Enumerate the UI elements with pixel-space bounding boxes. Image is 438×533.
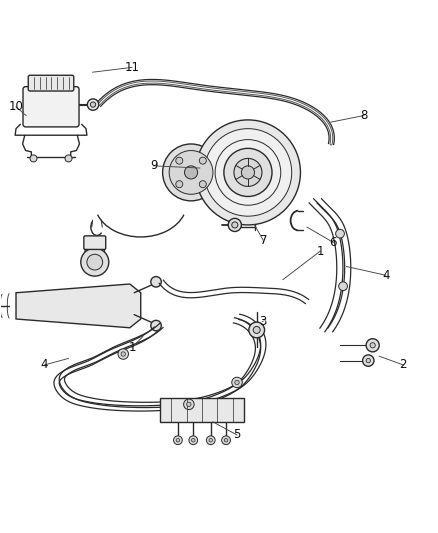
Circle shape <box>369 343 374 348</box>
FancyBboxPatch shape <box>28 75 74 91</box>
FancyBboxPatch shape <box>84 236 106 249</box>
Bar <box>160 398 243 422</box>
Circle shape <box>231 377 242 387</box>
Circle shape <box>199 181 206 188</box>
Circle shape <box>162 144 219 201</box>
Text: 11: 11 <box>124 61 139 74</box>
Circle shape <box>221 436 230 445</box>
Circle shape <box>191 439 194 442</box>
Circle shape <box>176 439 179 442</box>
FancyBboxPatch shape <box>23 87 79 127</box>
Text: 9: 9 <box>150 159 157 172</box>
Circle shape <box>231 222 237 228</box>
Circle shape <box>253 326 260 334</box>
Text: 3: 3 <box>259 314 266 328</box>
Text: 6: 6 <box>329 236 336 249</box>
Circle shape <box>228 219 241 231</box>
Circle shape <box>199 157 206 164</box>
Circle shape <box>150 320 161 331</box>
Circle shape <box>362 355 373 366</box>
Text: 1: 1 <box>316 245 323 257</box>
Circle shape <box>169 150 212 195</box>
Circle shape <box>248 322 264 338</box>
Circle shape <box>224 439 227 442</box>
Circle shape <box>87 254 102 270</box>
Text: 2: 2 <box>399 359 406 372</box>
Circle shape <box>118 349 128 359</box>
Circle shape <box>173 436 182 445</box>
Circle shape <box>186 402 191 407</box>
Circle shape <box>335 229 344 238</box>
Circle shape <box>206 436 215 445</box>
Text: 5: 5 <box>233 429 240 441</box>
Circle shape <box>150 277 161 287</box>
Circle shape <box>365 358 370 363</box>
Circle shape <box>338 282 346 290</box>
Circle shape <box>188 436 197 445</box>
Text: 4: 4 <box>381 269 389 282</box>
Circle shape <box>175 157 182 164</box>
Circle shape <box>233 158 261 187</box>
Text: 4: 4 <box>41 359 48 372</box>
Circle shape <box>87 99 99 110</box>
Circle shape <box>183 399 194 409</box>
Polygon shape <box>16 284 141 328</box>
Circle shape <box>65 155 72 162</box>
Circle shape <box>365 338 378 352</box>
Text: 8: 8 <box>360 109 367 122</box>
Circle shape <box>184 166 197 179</box>
Circle shape <box>175 181 182 188</box>
Circle shape <box>81 248 109 276</box>
Circle shape <box>195 120 300 225</box>
Circle shape <box>208 439 212 442</box>
Circle shape <box>30 155 37 162</box>
Circle shape <box>90 102 95 107</box>
Text: 7: 7 <box>259 234 266 247</box>
Circle shape <box>234 380 239 385</box>
Circle shape <box>121 352 125 356</box>
Text: 1: 1 <box>128 341 135 354</box>
Circle shape <box>223 148 272 197</box>
Circle shape <box>241 166 254 179</box>
Circle shape <box>204 128 291 216</box>
Text: 10: 10 <box>9 100 23 114</box>
